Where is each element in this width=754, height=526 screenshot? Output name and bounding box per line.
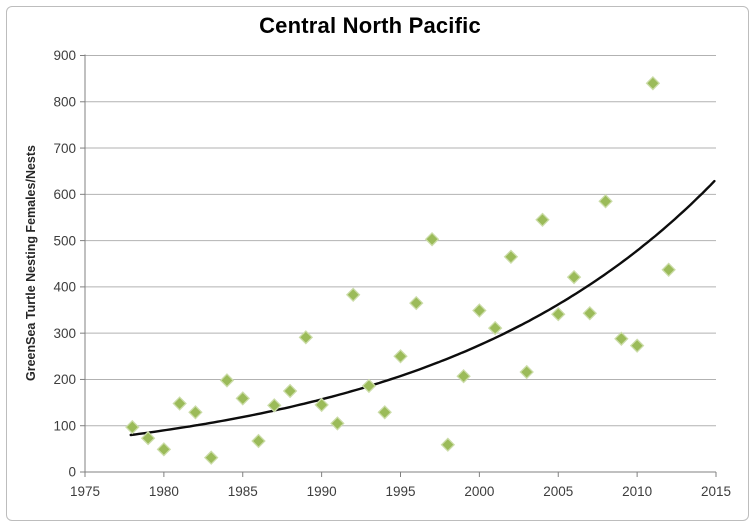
data-point-1998 xyxy=(440,437,456,452)
data-point-2007 xyxy=(582,306,598,321)
data-point-2000 xyxy=(472,303,487,318)
data-point-2003 xyxy=(519,364,534,380)
trendline xyxy=(129,179,716,437)
data-point-1986 xyxy=(251,433,266,449)
data-point-2001 xyxy=(487,320,503,336)
data-point-1988 xyxy=(282,383,298,399)
x-tick-label-2015: 2015 xyxy=(701,484,731,499)
data-point-1980 xyxy=(156,442,172,457)
data-point-1989 xyxy=(298,330,314,345)
data-point-1985 xyxy=(235,391,250,406)
data-point-2006 xyxy=(566,269,582,285)
data-point-2002 xyxy=(503,249,519,265)
y-tick-label-600: 600 xyxy=(53,187,76,202)
x-tick-label-2010: 2010 xyxy=(622,484,652,499)
y-tick-label-200: 200 xyxy=(53,372,76,387)
x-tick-label-1985: 1985 xyxy=(228,484,258,499)
data-point-1997 xyxy=(424,232,440,247)
data-point-2011 xyxy=(645,76,661,91)
data-point-1981 xyxy=(172,396,187,411)
data-point-1996 xyxy=(409,295,424,311)
y-tick-label-100: 100 xyxy=(53,418,76,433)
x-tick-label-1980: 1980 xyxy=(149,484,179,499)
y-tick-label-700: 700 xyxy=(53,141,76,156)
y-tick-label-500: 500 xyxy=(53,233,76,248)
data-point-1991 xyxy=(330,416,345,431)
data-point-1990 xyxy=(314,397,329,413)
data-point-2008 xyxy=(598,194,613,209)
data-point-1978 xyxy=(125,419,140,435)
data-point-2012 xyxy=(661,262,676,277)
data-point-1979 xyxy=(140,430,156,446)
data-point-1987 xyxy=(267,398,282,413)
data-point-1999 xyxy=(456,368,471,384)
x-tick-label-2000: 2000 xyxy=(464,484,494,499)
data-point-2010 xyxy=(629,338,645,353)
y-tick-label-0: 0 xyxy=(68,465,76,480)
y-tick-label-300: 300 xyxy=(53,326,76,341)
data-point-1982 xyxy=(188,405,203,420)
data-point-2009 xyxy=(614,331,629,346)
x-tick-label-2005: 2005 xyxy=(543,484,573,499)
x-tick-label-1975: 1975 xyxy=(70,484,100,499)
x-tick-label-1990: 1990 xyxy=(307,484,337,499)
data-point-2004 xyxy=(535,212,550,228)
data-point-1983 xyxy=(203,450,219,465)
data-point-1994 xyxy=(377,405,392,420)
y-tick-label-800: 800 xyxy=(53,94,76,109)
data-point-1995 xyxy=(393,349,408,364)
data-point-1993 xyxy=(361,378,377,394)
chart-title: Central North Pacific xyxy=(259,13,481,38)
x-tick-label-1995: 1995 xyxy=(385,484,415,499)
y-tick-label-400: 400 xyxy=(53,280,76,295)
data-point-1984 xyxy=(219,373,235,388)
data-point-1992 xyxy=(345,287,361,302)
y-tick-label-900: 900 xyxy=(53,48,76,63)
data-point-2005 xyxy=(551,306,566,322)
